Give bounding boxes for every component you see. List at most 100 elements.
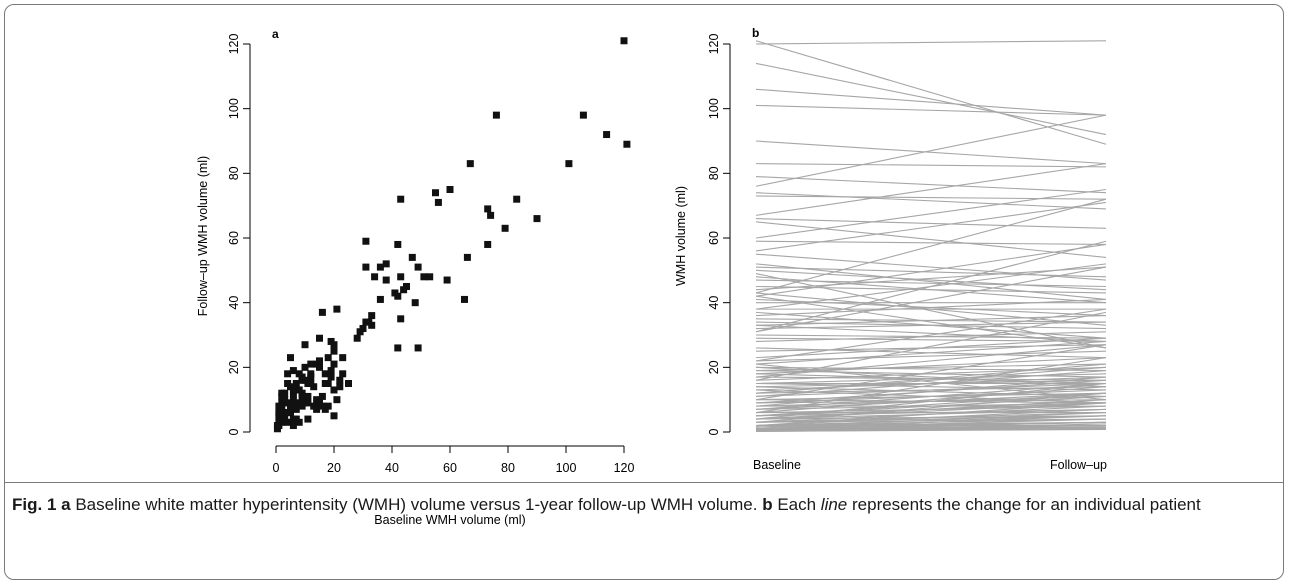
series-line bbox=[755, 308, 1107, 362]
series-line bbox=[755, 266, 1107, 278]
scatter-point bbox=[278, 389, 286, 397]
series-line bbox=[755, 269, 1107, 291]
scatter-point bbox=[307, 360, 315, 368]
scatter-point bbox=[301, 363, 309, 371]
scatter-point bbox=[362, 263, 370, 271]
series-line bbox=[755, 40, 1107, 145]
scatter-point bbox=[397, 315, 405, 323]
scatter-point bbox=[394, 292, 402, 300]
scatter-point bbox=[484, 205, 492, 213]
series-line bbox=[755, 176, 1107, 194]
series-line bbox=[755, 62, 1107, 136]
scatter-point bbox=[330, 386, 338, 394]
scatter-point bbox=[304, 399, 312, 407]
panel-a-y-tick-label: 100 bbox=[227, 98, 241, 119]
panel-b-label: b bbox=[752, 26, 759, 40]
caption-fig-label: Fig. 1 bbox=[12, 495, 57, 514]
scatter-point bbox=[330, 347, 338, 355]
scatter-point bbox=[284, 409, 292, 417]
series-line bbox=[755, 201, 1107, 252]
scatter-point bbox=[318, 308, 326, 316]
scatter-point bbox=[339, 370, 347, 378]
series-line bbox=[755, 298, 1107, 317]
scatter-point bbox=[324, 354, 332, 362]
series-line bbox=[755, 402, 1107, 427]
scatter-point bbox=[336, 376, 344, 384]
scatter-point bbox=[426, 273, 434, 281]
panel-b-ylabel: WMH volume (ml) bbox=[674, 186, 688, 286]
scatter-point bbox=[327, 367, 335, 375]
panel-a-label: a bbox=[272, 27, 279, 41]
scatter-point bbox=[289, 392, 297, 400]
scatter-point bbox=[339, 354, 347, 362]
scatter-point bbox=[353, 334, 361, 342]
panel-a-x-tick-label: 20 bbox=[327, 461, 341, 475]
series-line bbox=[755, 266, 1107, 333]
series-line bbox=[755, 382, 1107, 410]
caption-part-a-label: a bbox=[61, 495, 71, 514]
series-line bbox=[755, 192, 1107, 210]
series-line bbox=[755, 221, 1107, 258]
scatter-point bbox=[287, 354, 294, 362]
series-line bbox=[755, 363, 1107, 394]
series-line bbox=[755, 88, 1107, 116]
panel-b-axes: 0 20 40 60 80 100 120 Baseline Follow–up bbox=[707, 34, 1107, 472]
scatter-point bbox=[466, 160, 474, 168]
scatter-point bbox=[382, 276, 390, 284]
scatter-point bbox=[603, 131, 611, 139]
scatter-point bbox=[284, 370, 292, 378]
scatter-point bbox=[446, 186, 454, 193]
series-line bbox=[755, 421, 1107, 431]
scatter-point bbox=[432, 189, 439, 197]
panel-b-y-tick-label: 60 bbox=[707, 231, 721, 245]
figure-frame bbox=[4, 4, 1284, 580]
series-line bbox=[755, 382, 1107, 397]
panel-a-x-tick-label: 120 bbox=[614, 461, 635, 475]
scatter-point bbox=[307, 370, 315, 378]
panel-a-points bbox=[273, 37, 631, 433]
scatter-point bbox=[289, 386, 297, 394]
scatter-point bbox=[356, 328, 364, 336]
series-line bbox=[755, 104, 1107, 116]
scatter-point bbox=[382, 260, 390, 268]
scatter-point bbox=[345, 380, 352, 387]
series-line bbox=[755, 285, 1107, 294]
series-line bbox=[755, 350, 1107, 362]
scatter-point bbox=[304, 392, 312, 400]
series-line bbox=[755, 392, 1107, 423]
series-line bbox=[755, 253, 1107, 281]
panel-b-category-label: Baseline bbox=[753, 458, 801, 472]
scatter-point bbox=[408, 253, 416, 261]
scatter-point bbox=[321, 370, 329, 378]
panel-a-scatter: a 0 20 40 60 80 100 120 0 20 40 60 80 100 120 Baselin… bbox=[196, 27, 634, 527]
scatter-point bbox=[292, 415, 300, 423]
series-line bbox=[755, 279, 1107, 288]
scatter-point bbox=[292, 380, 300, 387]
panel-a-y-tick-label: 20 bbox=[227, 360, 241, 374]
panel-a-x-tick-label: 80 bbox=[501, 461, 515, 475]
scatter-point bbox=[397, 273, 405, 281]
caption-part-b-italic: line bbox=[820, 495, 848, 514]
series-line bbox=[755, 423, 1107, 432]
series-line bbox=[755, 188, 1107, 239]
scatter-point bbox=[365, 318, 373, 326]
series-line bbox=[755, 263, 1107, 300]
scatter-point bbox=[298, 373, 306, 381]
panel-a-x-tick-label: 0 bbox=[273, 461, 280, 475]
scatter-point bbox=[330, 341, 338, 349]
panel-b-y-tick-label: 40 bbox=[707, 296, 721, 310]
caption-divider bbox=[4, 482, 1284, 483]
scatter-point bbox=[313, 405, 321, 413]
scatter-point bbox=[278, 412, 286, 420]
series-line bbox=[755, 163, 1107, 168]
scatter-point bbox=[463, 253, 471, 261]
series-line bbox=[755, 428, 1107, 432]
series-line bbox=[755, 344, 1107, 401]
panel-b-y-tick-label: 100 bbox=[707, 98, 721, 119]
series-line bbox=[755, 412, 1107, 428]
scatter-point bbox=[443, 276, 451, 284]
panel-b-y-tick-label: 120 bbox=[707, 34, 721, 55]
scatter-point bbox=[411, 299, 419, 307]
scatter-point bbox=[336, 383, 344, 391]
scatter-point bbox=[333, 305, 341, 313]
